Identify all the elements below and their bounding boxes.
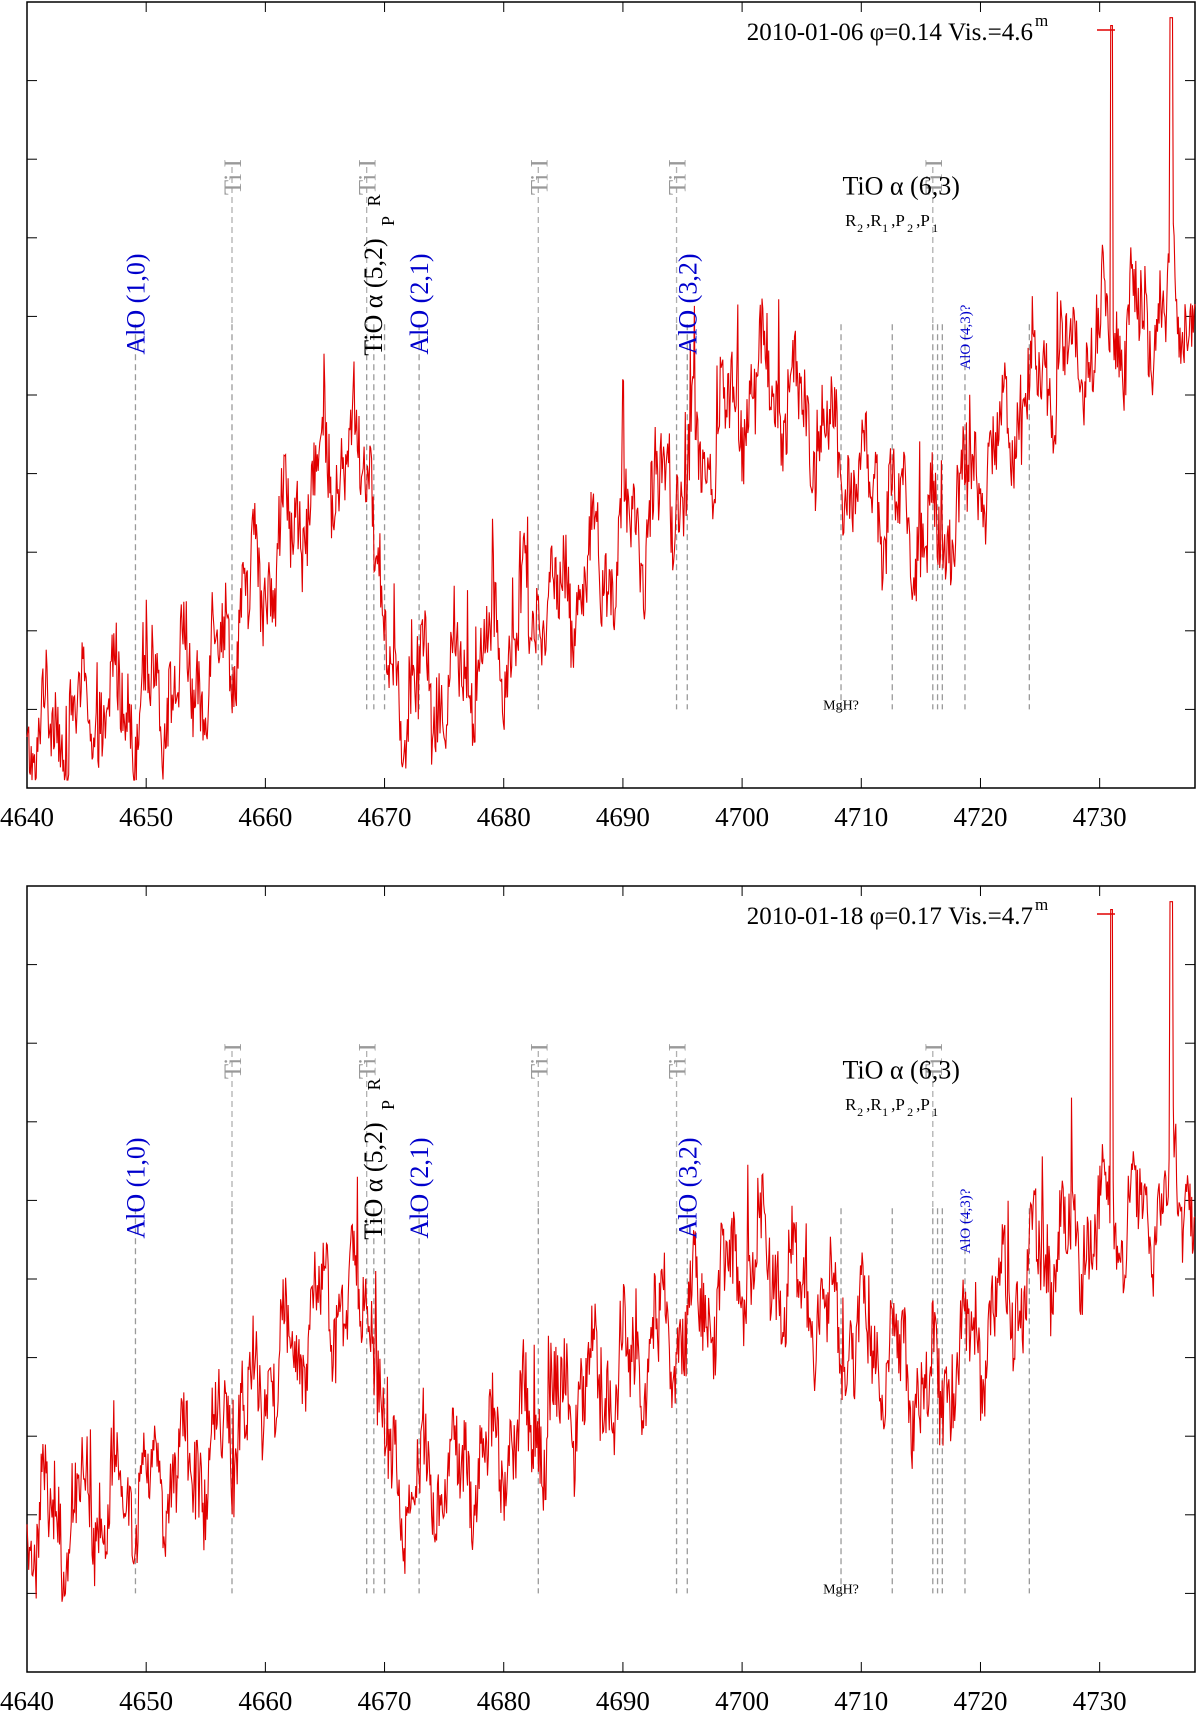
x-tick-label: 4660 [238, 802, 292, 832]
spectrum-series-line [26, 901, 1196, 1602]
x-tick-label: 4640 [0, 1686, 54, 1715]
tio-63-branch-sub: 2 [857, 1105, 863, 1119]
tio-63-branch-sub: 1 [932, 221, 938, 235]
mgh-label: MgH? [823, 698, 859, 713]
tio-63-branch-sub: 2 [907, 221, 913, 235]
tio-52-r-branch: R [364, 194, 384, 206]
alo-band-label: AlO (3,2) [673, 254, 702, 355]
tio-63-branch: ,R [866, 211, 882, 230]
tio-52-label: TiO α (5,2) [359, 238, 388, 355]
tio-52-p-branch: P [378, 1100, 398, 1110]
x-tick-label: 4690 [596, 802, 650, 832]
tio-63-label: TiO α (6,3) [842, 172, 959, 201]
x-tick-label: 4700 [715, 1686, 769, 1715]
legend-label: 2010-01-06 φ=0.14 Vis.=4.6 [747, 19, 1033, 46]
tio-52-p-branch: P [378, 216, 398, 226]
x-tick-label: 4730 [1073, 802, 1127, 832]
spectrum-panel-top: 4640 4650 4660 4670 4680 4690 4700 4710 4720 4730… [0, 1, 1196, 832]
alo-band-label: AlO (1,0) [121, 254, 150, 355]
tio-63-branch-sub: 2 [907, 1105, 913, 1119]
ti-i-label: Ti I [220, 1043, 247, 1079]
ti-i-label: Ti I [220, 159, 247, 195]
x-tick-label: 4710 [834, 802, 888, 832]
ti-i-label: Ti I [355, 159, 382, 195]
tio-63-branch: ,P [891, 1095, 905, 1114]
x-tick-label: 4660 [238, 1686, 292, 1715]
x-tick-label: 4670 [358, 1686, 412, 1715]
x-tick-label: 4650 [119, 802, 173, 832]
alo-43-label: AlO (4,3)? [958, 304, 974, 369]
tio-63-label: TiO α (6,3) [842, 1056, 959, 1085]
tio-63-branch: R [845, 1095, 857, 1114]
tio-63-branch-sub: 2 [857, 221, 863, 235]
legend-superscript: m [1035, 11, 1048, 30]
tio-63-branch-sub: 1 [882, 221, 888, 235]
alo-band-label: AlO (2,1) [405, 1138, 434, 1239]
legend-label: 2010-01-18 φ=0.17 Vis.=4.7 [747, 903, 1033, 930]
x-tick-label: 4650 [119, 1686, 173, 1715]
ti-i-label: Ti I [921, 1043, 948, 1079]
tio-63-branch-sub: 1 [882, 1105, 888, 1119]
spectrum-series-line [26, 17, 1196, 781]
legend-superscript: m [1035, 895, 1048, 914]
tio-63-branch: R [845, 211, 857, 230]
tio-52-r-branch: R [364, 1078, 384, 1090]
alo-band-label: AlO (1,0) [121, 1138, 150, 1239]
tio-63-branch-sub: 1 [932, 1105, 938, 1119]
x-tick-label: 4680 [477, 1686, 531, 1715]
x-tick-label: 4720 [953, 1686, 1007, 1715]
x-tick-label: 4720 [953, 802, 1007, 832]
spectrum-panel-bottom: 4640 4650 4660 4670 4680 4690 4700 4710 4720 4730… [0, 885, 1196, 1715]
tio-52-label: TiO α (5,2) [359, 1122, 388, 1239]
alo-band-label: AlO (3,2) [673, 1138, 702, 1239]
x-tick-label: 4670 [358, 802, 412, 832]
x-tick-label: 4730 [1073, 1686, 1127, 1715]
x-tick-label: 4700 [715, 802, 769, 832]
tio-63-branch: ,P [916, 1095, 930, 1114]
ti-i-label: Ti I [665, 159, 692, 195]
x-tick-label: 4680 [477, 802, 531, 832]
ti-i-label: Ti I [665, 1043, 692, 1079]
x-tick-label: 4710 [834, 1686, 888, 1715]
plot-frame [26, 885, 1196, 1673]
ti-i-label: Ti I [921, 159, 948, 195]
tio-63-branch: ,R [866, 1095, 882, 1114]
alo-43-label: AlO (4,3)? [958, 1188, 974, 1253]
ti-i-label: Ti I [526, 1043, 553, 1079]
x-tick-label: 4640 [0, 802, 54, 832]
tio-63-branch: ,P [916, 211, 930, 230]
ti-i-label: Ti I [526, 159, 553, 195]
tio-63-branch: ,P [891, 211, 905, 230]
x-tick-label: 4690 [596, 1686, 650, 1715]
mgh-label: MgH? [823, 1582, 859, 1597]
alo-band-label: AlO (2,1) [405, 254, 434, 355]
ti-i-label: Ti I [355, 1043, 382, 1079]
